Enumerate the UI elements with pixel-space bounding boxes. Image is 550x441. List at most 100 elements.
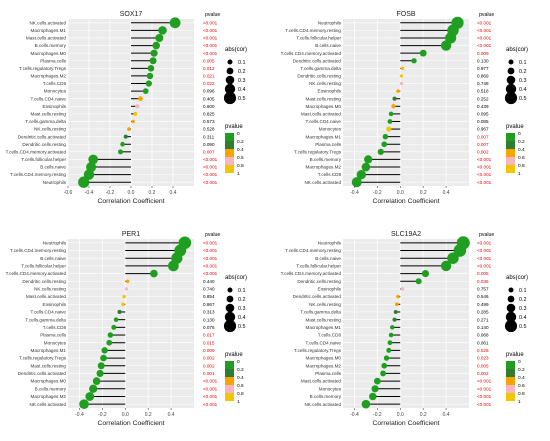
pvalue-label: 0.001 <box>203 371 215 376</box>
lollipop-point <box>79 399 89 409</box>
lollipop-point <box>411 58 417 64</box>
lollipop-point <box>356 169 366 180</box>
color-legend-swatch <box>225 133 234 141</box>
size-legend-label: 0.4 <box>238 87 246 93</box>
x-tick-label: -0.4 <box>85 190 94 196</box>
pvalue-label: 0.440 <box>203 279 215 284</box>
size-legend-marker <box>226 295 234 303</box>
x-tick-label: 0.0 <box>397 190 404 196</box>
pvalue-label: 0.015 <box>203 340 215 345</box>
lollipop-point <box>392 96 397 101</box>
pvalue-label: 0.600 <box>203 104 215 109</box>
size-legend-label: 0.2 <box>238 69 246 75</box>
size-legend-marker <box>507 295 515 303</box>
category-label: T.cells.CD4.memory.activated <box>6 271 67 276</box>
color-legend-swatch <box>225 141 234 149</box>
chart-panel-sox17: SOX17 pvalue NK.cells.activated <0.001 Macro… <box>6 11 247 205</box>
x-tick-label: 0.2 <box>145 412 152 418</box>
lollipop-point <box>447 252 459 264</box>
pvalue-label: 0.854 <box>203 294 215 299</box>
color-legend-label: 0.6 <box>237 383 244 389</box>
category-label: T.cells.CD4.naive <box>306 340 342 345</box>
category-label: T.cells.CD8 <box>318 333 342 338</box>
category-label: Monocytes <box>319 386 342 391</box>
lollipop-point <box>89 384 98 393</box>
category-label: B.cells.naive <box>40 256 66 261</box>
size-legend-label: 0.1 <box>519 288 527 294</box>
size-legend-title: abs(cor) <box>225 47 247 53</box>
category-label: B.cells.naive <box>315 256 341 261</box>
pvalue-label: <0.001 <box>203 248 218 253</box>
category-label: T.cells.gamma.delta <box>300 310 341 315</box>
lollipop-point <box>388 111 394 117</box>
x-tick-label: 0.0 <box>128 190 135 196</box>
pvalue-label: <0.001 <box>203 379 218 384</box>
pvalue-label: 0.546 <box>477 294 489 299</box>
category-label: T.cells.CD8 <box>43 81 67 86</box>
pvalue-label: <0.001 <box>477 180 492 185</box>
color-legend-swatch <box>506 377 515 385</box>
lollipop-point <box>440 40 452 51</box>
category-label: T.cells.regulatory.Tregs <box>19 66 67 71</box>
category-label: Plasma.cells <box>315 142 341 147</box>
lollipop-point <box>146 72 154 80</box>
size-legend-marker <box>505 311 517 323</box>
lollipop-point <box>453 244 467 257</box>
size-legend-label: 0.2 <box>519 297 527 303</box>
category-label: B.cells.memory <box>310 157 342 162</box>
pvalue-label: <0.001 <box>203 28 218 33</box>
size-legend-label: 0.5 <box>519 324 527 330</box>
size-legend-label: 0.3 <box>238 306 246 312</box>
category-label: Dendritic.cells.resting <box>297 74 341 79</box>
chart-title: PER1 <box>122 231 140 238</box>
pvalue-label: 0.867 <box>203 302 215 307</box>
x-tick-label: -0.2 <box>373 190 382 196</box>
lollipop-point <box>125 279 130 284</box>
category-label: T.cells.follicular.helper <box>21 263 66 268</box>
pvalue-label: 0.311 <box>203 134 215 139</box>
category-label: T.cells.gamma.delta <box>25 317 66 322</box>
chart-title: SOX17 <box>120 11 143 18</box>
pvalue-label: 0.313 <box>203 310 215 315</box>
category-label: Mast.cells.activated <box>301 379 342 384</box>
size-legend-title: abs(cor) <box>506 47 528 53</box>
chart-panel-fosb: FOSB pvalue Neutrophils <0.001 T.cells.CD4.m… <box>281 11 528 205</box>
x-tick-label: -0.2 <box>106 190 115 196</box>
pvalue-label: 0.061 <box>477 340 489 345</box>
lollipop-point <box>387 340 393 346</box>
color-legend-swatch <box>225 377 234 385</box>
category-label: Mast.cells.resting <box>306 317 342 322</box>
category-label: Macrophages.M1 <box>31 348 67 353</box>
lollipop-point <box>124 287 129 291</box>
size-legend-marker <box>224 311 236 323</box>
size-legend-marker <box>227 287 233 293</box>
x-axis-label: Correlation Coefficient <box>97 420 164 427</box>
pvalue-label: <0.001 <box>203 240 218 245</box>
pvalue-label: 0.009 <box>477 51 489 56</box>
pvalue-label: 0.869 <box>477 74 489 79</box>
lollipop-point <box>88 154 99 165</box>
lollipop-point <box>142 88 149 94</box>
color-legend-title: pvalue <box>225 352 243 358</box>
lollipop-point <box>101 347 108 354</box>
pvalue-label: <0.001 <box>477 172 492 177</box>
lollipop-point <box>78 176 90 188</box>
color-legend-swatch <box>506 361 515 369</box>
pvalue-label: 0.271 <box>477 317 489 322</box>
color-legend-label: 0.2 <box>237 139 244 145</box>
category-label: Macrophages.M0 <box>306 356 342 361</box>
category-label: NK.cells.activated <box>304 180 341 185</box>
size-legend-label: 0.1 <box>238 60 246 66</box>
pvalue-label: 0.518 <box>477 89 489 94</box>
category-label: Macrophages.M2 <box>31 74 67 79</box>
lollipop-point <box>152 41 160 50</box>
pvalue-label: 0.573 <box>203 119 215 124</box>
lollipop-point <box>371 385 379 393</box>
lollipop-point <box>440 260 452 272</box>
category-label: Plasma.cells <box>40 333 66 338</box>
pvalue-label: <0.001 <box>203 165 218 170</box>
lollipop-point <box>387 119 393 124</box>
color-legend-title: pvalue <box>225 124 243 130</box>
x-tick-label: -0.4 <box>350 412 359 418</box>
category-label: Macrophages.M1 <box>31 28 67 33</box>
